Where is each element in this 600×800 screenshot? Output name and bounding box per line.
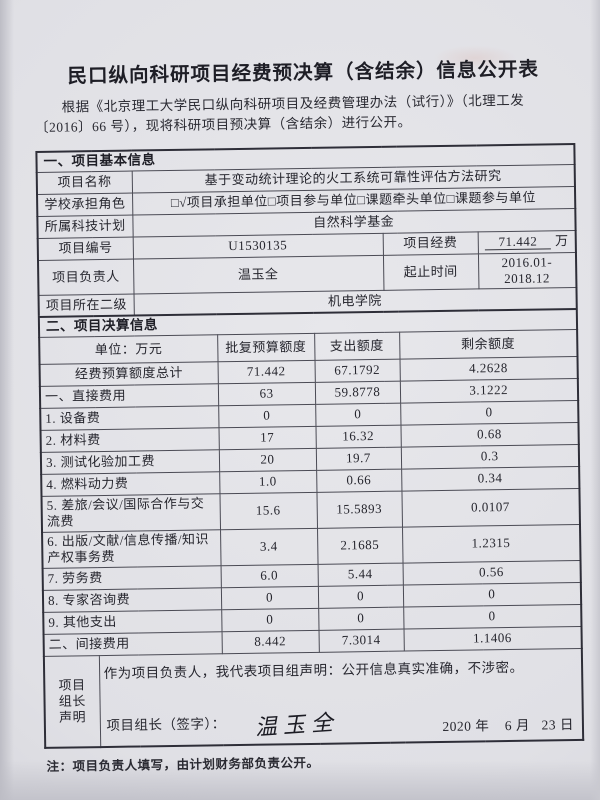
project-id-label: 项目编号 <box>37 236 133 260</box>
declaration-side-label: 项目 组长 声明 <box>43 655 101 748</box>
handwritten-signature: 温玉全 <box>253 709 340 740</box>
unit-header: 单位：万元 <box>39 334 218 364</box>
intro-paragraph: 根据《北京理工大学民口纵向科研项目及经费管理办法（试行）》（北理工发〔2016〕… <box>34 92 525 135</box>
signature-date: 2020 年 6 月 23 日 <box>442 716 575 734</box>
funding-value-cell: 71.442 万 <box>477 229 576 254</box>
declaration-cell: 作为项目负责人，我代表项目组声明：公开信息真实准确，不涉密。 项目组长（签字）：… <box>98 647 584 748</box>
period-value: 2016.01-2018.12 <box>477 251 577 289</box>
funding-label: 项目经费 <box>382 231 478 255</box>
pi-label: 项目负责人 <box>37 258 134 295</box>
school-role-label: 学校承担角色 <box>37 192 133 216</box>
signature-line: 项目组长（签字）： 温玉全 2020 年 6 月 23 日 <box>104 701 578 740</box>
footnote: 注：项目负责人填写，由计划财务部负责公开。 <box>46 755 320 774</box>
document-sheet: 民口纵向科研项目经费预决算（含结余）信息公开表 根据《北京理工大学民口纵向科研项… <box>34 52 585 775</box>
pi-value: 温玉全 <box>132 254 384 294</box>
funding-amount: 71.442 <box>484 233 552 251</box>
col-spent-header: 支出额度 <box>314 331 400 360</box>
disclosure-table: 一、项目基本信息 项目名称 基于变动统计理论的火工系统可靠性评估方法研究 学校承… <box>35 142 585 749</box>
project-name-label: 项目名称 <box>36 170 133 194</box>
declaration-statement: 作为项目负责人，我代表项目组声明：公开信息真实准确，不涉密。 <box>103 659 524 681</box>
declaration-row: 项目 组长 声明 作为项目负责人，我代表项目组声明：公开信息真实准确，不涉密。 … <box>43 647 584 748</box>
col-remain-header: 剩余额度 <box>399 328 578 359</box>
document-title: 民口纵向科研项目经费预决算（含结余）信息公开表 <box>67 58 540 88</box>
signature-label: 项目组长（签字）： <box>106 715 226 733</box>
science-plan-label: 所属科技计划 <box>37 214 133 238</box>
department-label: 项目所在二级 <box>38 293 134 317</box>
period-label: 起止时间 <box>382 253 479 290</box>
funding-unit: 万 <box>554 233 569 249</box>
col-budget-header: 批复预算额度 <box>217 332 315 362</box>
